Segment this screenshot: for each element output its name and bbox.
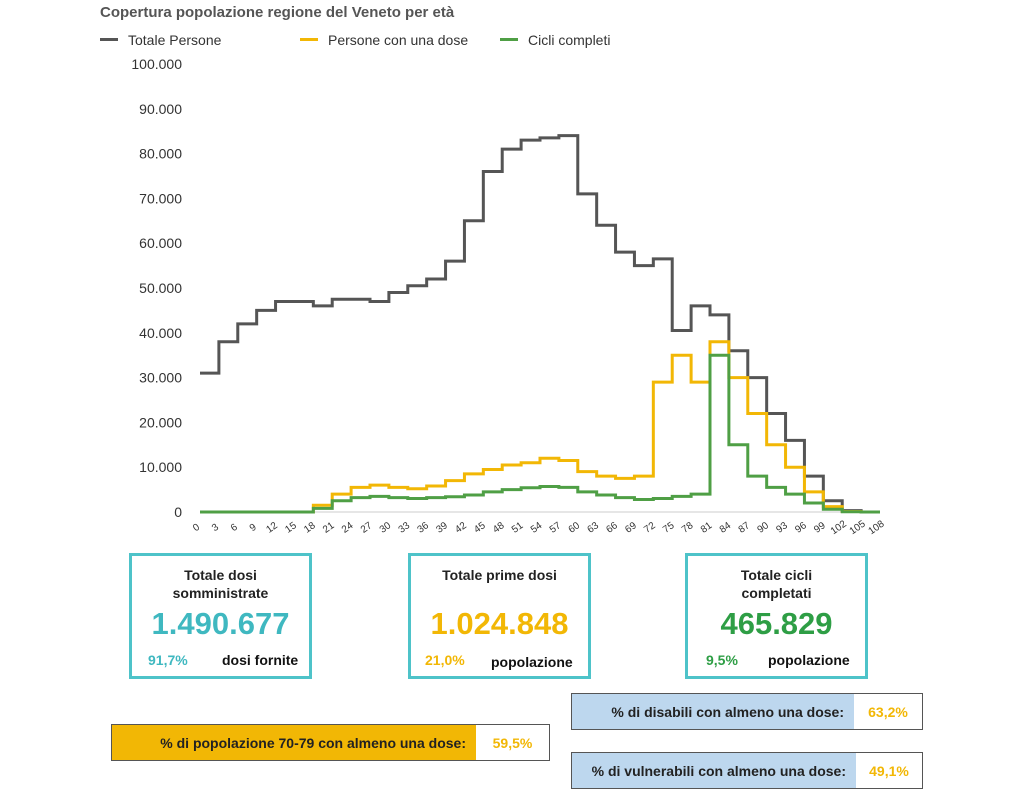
- x-tick-label: 102: [829, 518, 849, 537]
- series-line-1: [200, 340, 880, 514]
- bar-value: 49,1%: [856, 753, 922, 788]
- card-title: Totale cicli completati: [740, 567, 813, 601]
- x-tick-label: 6: [229, 522, 240, 534]
- x-tick-label: 105: [848, 518, 868, 537]
- legend-label-totale: Totale Persone: [128, 32, 222, 48]
- card-value: 1.024.848: [430, 606, 569, 641]
- x-tick-label: 15: [283, 520, 299, 536]
- card-totale-dosi: Totale dosi somministrate 1.490.677 91,7%…: [129, 553, 312, 679]
- legend-swatch-una-dose: [300, 37, 318, 41]
- x-tick-label: 42: [453, 520, 469, 536]
- chart-title: Copertura popolazione regione del Veneto…: [100, 4, 455, 21]
- x-tick-label: 87: [737, 520, 753, 536]
- y-tick-label: 100.000: [131, 56, 182, 72]
- legend-item-una-dose: Persone con una dose: [300, 32, 468, 48]
- bar-value: 59,5%: [476, 725, 549, 760]
- x-tick-label: 108: [867, 518, 887, 537]
- x-tick-label: 81: [699, 520, 715, 536]
- x-tick-label: 90: [756, 520, 772, 536]
- y-tick-label: 30.000: [139, 370, 182, 386]
- x-tick-label: 99: [812, 520, 828, 536]
- bar-value: 63,2%: [854, 694, 922, 729]
- x-tick-label: 0: [191, 522, 202, 534]
- y-tick-label: 60.000: [139, 235, 182, 251]
- bar-popolazione-70-79: % di popolazione 70-79 con almeno una do…: [111, 724, 550, 761]
- series-line-2: [200, 353, 880, 514]
- x-tick-label: 21: [321, 520, 337, 536]
- x-tick-label: 39: [434, 520, 450, 536]
- x-tick-label: 63: [586, 520, 602, 536]
- x-tick-label: 12: [264, 520, 280, 536]
- legend-swatch-totale: [100, 37, 118, 41]
- x-tick-label: 36: [416, 520, 432, 536]
- y-tick-label: 10.000: [139, 459, 182, 475]
- x-tick-label: 66: [604, 520, 620, 536]
- y-tick-label: 80.000: [139, 146, 182, 162]
- x-tick-label: 18: [302, 520, 318, 536]
- x-tick-label: 48: [491, 520, 507, 536]
- x-tick-label: 60: [567, 520, 583, 536]
- y-tick-label: 90.000: [139, 101, 182, 117]
- bar-label: % di vulnerabili con almeno una dose:: [572, 753, 856, 788]
- card-subtitle: popolazione: [768, 652, 850, 668]
- x-tick-label: 75: [661, 520, 677, 536]
- x-tick-label: 30: [378, 520, 394, 536]
- x-tick-label: 54: [529, 520, 545, 536]
- legend-item-totale: Totale Persone: [100, 32, 221, 48]
- x-tick-label: 51: [510, 520, 526, 536]
- card-prime-dosi: Totale prime dosi 1.024.848 21,0% popola…: [408, 553, 591, 679]
- x-tick-label: 69: [623, 520, 639, 536]
- y-tick-label: 0: [174, 504, 182, 520]
- bar-disabili: % di disabili con almeno una dose: 63,2%: [571, 693, 923, 730]
- x-tick-label: 45: [472, 520, 488, 536]
- bar-label: % di popolazione 70-79 con almeno una do…: [112, 725, 476, 760]
- card-value: 1.490.677: [151, 606, 290, 641]
- x-tick-label: 78: [680, 520, 696, 536]
- card-value: 465.829: [720, 606, 833, 641]
- x-tick-label: 24: [340, 520, 356, 536]
- y-tick-label: 40.000: [139, 325, 182, 341]
- legend-label-cicli: Cicli completi: [528, 32, 611, 48]
- x-tick-label: 3: [210, 522, 221, 534]
- x-tick-label: 96: [793, 520, 809, 536]
- y-tick-label: 70.000: [139, 190, 182, 206]
- x-tick-label: 33: [397, 520, 413, 536]
- y-tick-label: 50.000: [139, 280, 182, 296]
- legend-swatch-cicli: [500, 37, 518, 41]
- x-tick-label: 72: [642, 520, 658, 536]
- x-tick-label: 84: [718, 520, 734, 536]
- card-cicli-completati: Totale cicli completati 465.829 9,5% popo…: [685, 553, 868, 679]
- x-tick-label: 27: [359, 520, 375, 536]
- card-percent: 9,5%: [706, 652, 738, 668]
- card-title: Totale dosi somministrate: [172, 567, 269, 601]
- legend-label-una-dose: Persone con una dose: [328, 32, 469, 48]
- x-tick-label: 9: [248, 522, 259, 534]
- x-tick-label: 57: [548, 520, 564, 536]
- legend-item-cicli: Cicli completi: [500, 32, 610, 48]
- series-line-0: [200, 134, 880, 514]
- card-subtitle: dosi fornite: [222, 652, 299, 668]
- card-title: Totale prime dosi: [442, 567, 557, 583]
- card-percent: 91,7%: [148, 652, 188, 668]
- bar-vulnerabili: % di vulnerabili con almeno una dose: 49…: [571, 752, 923, 789]
- y-tick-label: 20.000: [139, 414, 182, 430]
- card-percent: 21,0%: [425, 652, 465, 668]
- x-tick-label: 93: [774, 520, 790, 536]
- line-chart: 0 10.000 20.000 30.000 40.000 50.000 60.000 70.…: [131, 56, 887, 537]
- bar-label: % di disabili con almeno una dose:: [572, 694, 854, 729]
- card-subtitle: popolazione: [491, 654, 573, 670]
